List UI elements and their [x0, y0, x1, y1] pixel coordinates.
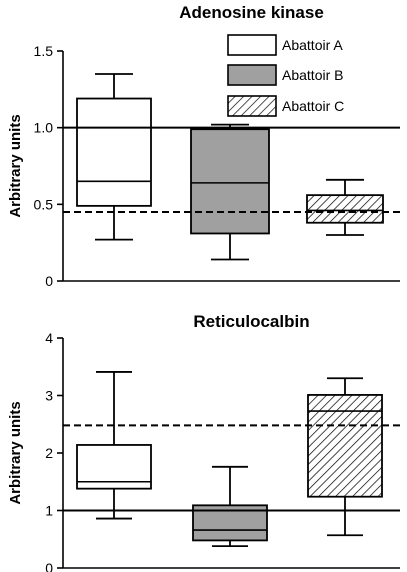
box-white: [76, 371, 152, 520]
legend-swatch: [227, 64, 277, 86]
y-tick-label: 4: [45, 330, 53, 346]
chart-title: Adenosine kinase: [179, 3, 324, 22]
y-tick-label: 0: [45, 560, 53, 572]
y-tick-label: 1.5: [34, 43, 54, 59]
box-gray: [192, 465, 268, 548]
y-tick-label: 2: [45, 445, 53, 461]
y-axis-label: Arbitrary units: [7, 401, 24, 504]
y-tick-label: 1: [45, 503, 53, 519]
chart-panel: Adenosine kinase Arbitrary units 0 0.5 1.0 1.…: [7, 3, 400, 289]
legend-swatch: [227, 95, 277, 117]
box-body: [306, 194, 384, 224]
box-gray: [190, 123, 270, 261]
box-body: [76, 97, 152, 207]
legend-label: Abattoir A: [282, 37, 343, 53]
chart-panel: Reticulocalbin Arbitrary units 0 1 2 3 4: [7, 312, 400, 572]
box-body: [307, 394, 383, 498]
y-tick-label: 3: [45, 388, 53, 404]
box-body: [190, 128, 270, 235]
box-white: [76, 73, 152, 241]
y-tick-label: 0: [45, 273, 53, 289]
y-axis-label: Arbitrary units: [7, 114, 24, 217]
chart-title: Reticulocalbin: [193, 312, 309, 331]
box-hatched: [306, 178, 384, 236]
y-tick-label: 1.0: [34, 120, 54, 136]
box-hatched: [307, 377, 383, 537]
legend-label: Abattoir C: [282, 98, 344, 114]
legend: Abattoir A Abattoir B Abattoir C: [227, 34, 344, 117]
legend-swatch: [227, 34, 277, 56]
y-tick-label: 0.5: [34, 196, 54, 212]
legend-label: Abattoir B: [282, 67, 343, 83]
